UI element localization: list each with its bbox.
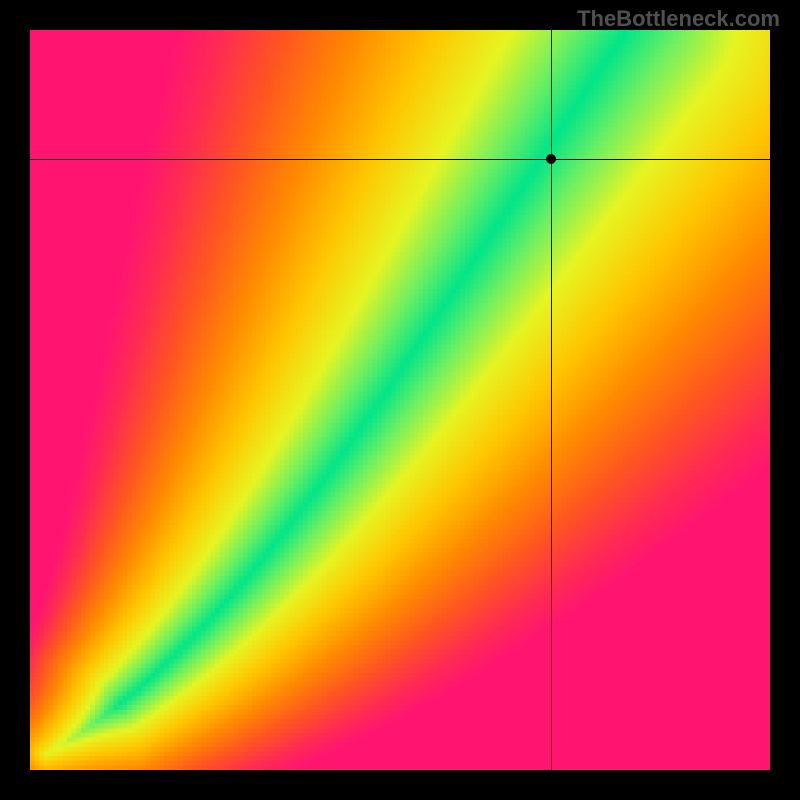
crosshair-vertical (551, 30, 552, 770)
heatmap-plot (30, 30, 770, 770)
crosshair-marker (546, 154, 556, 164)
crosshair-horizontal (30, 159, 770, 160)
heatmap-canvas (30, 30, 770, 770)
watermark-text: TheBottleneck.com (577, 6, 780, 32)
